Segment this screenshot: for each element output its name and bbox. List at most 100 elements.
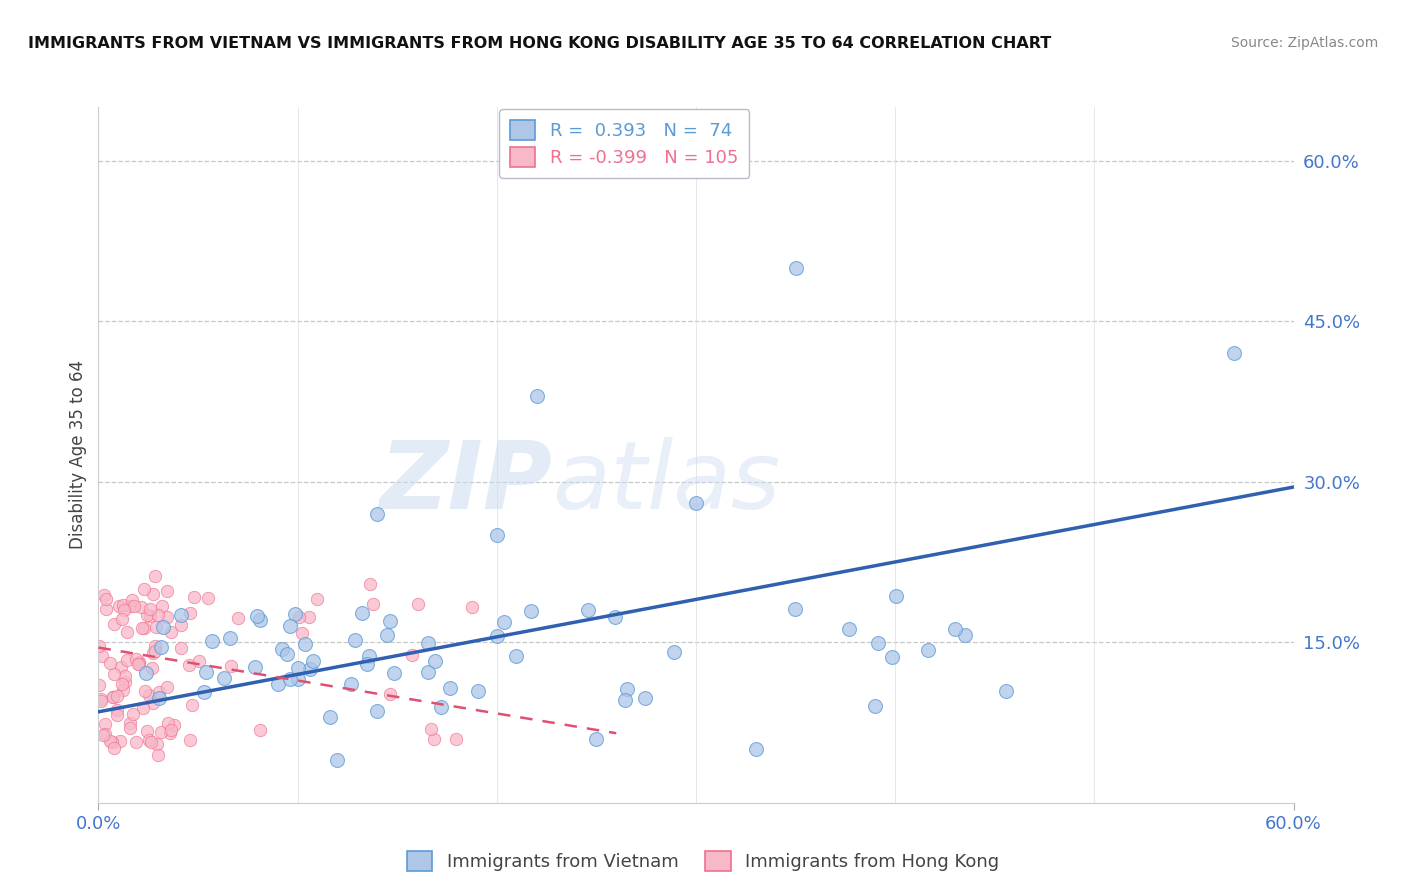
- Point: [634, 691, 657, 706]
- Point: [163, 718, 186, 732]
- Point: [156, 716, 179, 731]
- Point: [139, 602, 162, 616]
- Point: [179, 658, 201, 673]
- Point: [505, 649, 527, 664]
- Legend: R =  0.393   N =  74, R = -0.399   N = 105: R = 0.393 N = 74, R = -0.399 N = 105: [499, 109, 749, 178]
- Point: [94, 601, 117, 615]
- Point: [114, 674, 136, 689]
- Point: [326, 753, 349, 767]
- Point: [193, 685, 215, 699]
- Point: [866, 636, 889, 650]
- Point: [745, 742, 768, 756]
- Point: [785, 602, 807, 616]
- Point: [187, 654, 209, 668]
- Point: [149, 725, 172, 739]
- Point: [132, 700, 155, 714]
- Legend: Immigrants from Vietnam, Immigrants from Hong Kong: Immigrants from Vietnam, Immigrants from…: [399, 844, 1007, 879]
- Point: [585, 731, 607, 746]
- Point: [91, 728, 114, 742]
- Point: [115, 653, 138, 667]
- Point: [359, 577, 381, 591]
- Point: [278, 673, 301, 687]
- Point: [520, 604, 543, 618]
- Point: [179, 607, 201, 621]
- Point: [156, 610, 179, 624]
- Point: [94, 727, 117, 741]
- Point: [492, 615, 515, 629]
- Point: [111, 677, 134, 691]
- Point: [148, 690, 170, 705]
- Point: [112, 603, 135, 617]
- Point: [141, 660, 163, 674]
- Point: [98, 656, 121, 670]
- Point: [87, 678, 110, 692]
- Point: [416, 635, 439, 649]
- Point: [110, 660, 132, 674]
- Point: [378, 687, 401, 701]
- Point: [294, 637, 316, 651]
- Point: [135, 665, 157, 680]
- Point: [143, 569, 166, 583]
- Point: [103, 741, 125, 756]
- Point: [1223, 346, 1246, 360]
- Point: [287, 661, 309, 675]
- Text: IMMIGRANTS FROM VIETNAM VS IMMIGRANTS FROM HONG KONG DISABILITY AGE 35 TO 64 COR: IMMIGRANTS FROM VIETNAM VS IMMIGRANTS FR…: [28, 36, 1052, 51]
- Point: [107, 707, 129, 722]
- Point: [170, 607, 193, 622]
- Point: [122, 707, 145, 722]
- Point: [132, 582, 155, 596]
- Point: [284, 607, 307, 621]
- Y-axis label: Disability Age 35 to 64: Disability Age 35 to 64: [69, 360, 87, 549]
- Point: [127, 657, 149, 672]
- Point: [287, 673, 309, 687]
- Point: [318, 710, 340, 724]
- Point: [461, 600, 484, 615]
- Point: [111, 682, 134, 697]
- Point: [143, 644, 166, 658]
- Point: [103, 690, 125, 704]
- Point: [246, 609, 269, 624]
- Point: [994, 684, 1017, 698]
- Point: [105, 703, 128, 717]
- Point: [146, 608, 169, 623]
- Point: [576, 603, 599, 617]
- Text: ZIP: ZIP: [380, 437, 553, 529]
- Point: [662, 645, 685, 659]
- Point: [108, 734, 131, 748]
- Point: [146, 737, 169, 751]
- Point: [118, 721, 141, 735]
- Point: [375, 628, 398, 642]
- Point: [291, 626, 314, 640]
- Point: [356, 657, 378, 672]
- Point: [170, 618, 193, 632]
- Point: [134, 684, 156, 698]
- Point: [136, 608, 159, 623]
- Point: [363, 597, 385, 611]
- Point: [131, 621, 153, 635]
- Point: [613, 693, 636, 707]
- Point: [150, 599, 173, 613]
- Point: [132, 621, 155, 635]
- Point: [145, 620, 167, 634]
- Point: [226, 611, 249, 625]
- Text: atlas: atlas: [553, 437, 780, 528]
- Point: [160, 624, 183, 639]
- Point: [138, 732, 160, 747]
- Point: [486, 629, 509, 643]
- Point: [179, 733, 201, 747]
- Point: [430, 700, 453, 714]
- Point: [118, 599, 141, 613]
- Point: [139, 735, 162, 749]
- Point: [120, 715, 142, 730]
- Point: [249, 723, 271, 737]
- Point: [305, 592, 328, 607]
- Point: [423, 654, 446, 668]
- Point: [101, 690, 124, 704]
- Point: [124, 734, 146, 748]
- Point: [616, 682, 638, 697]
- Point: [90, 694, 112, 708]
- Point: [357, 648, 380, 663]
- Point: [181, 698, 204, 713]
- Point: [384, 665, 406, 680]
- Point: [343, 633, 366, 648]
